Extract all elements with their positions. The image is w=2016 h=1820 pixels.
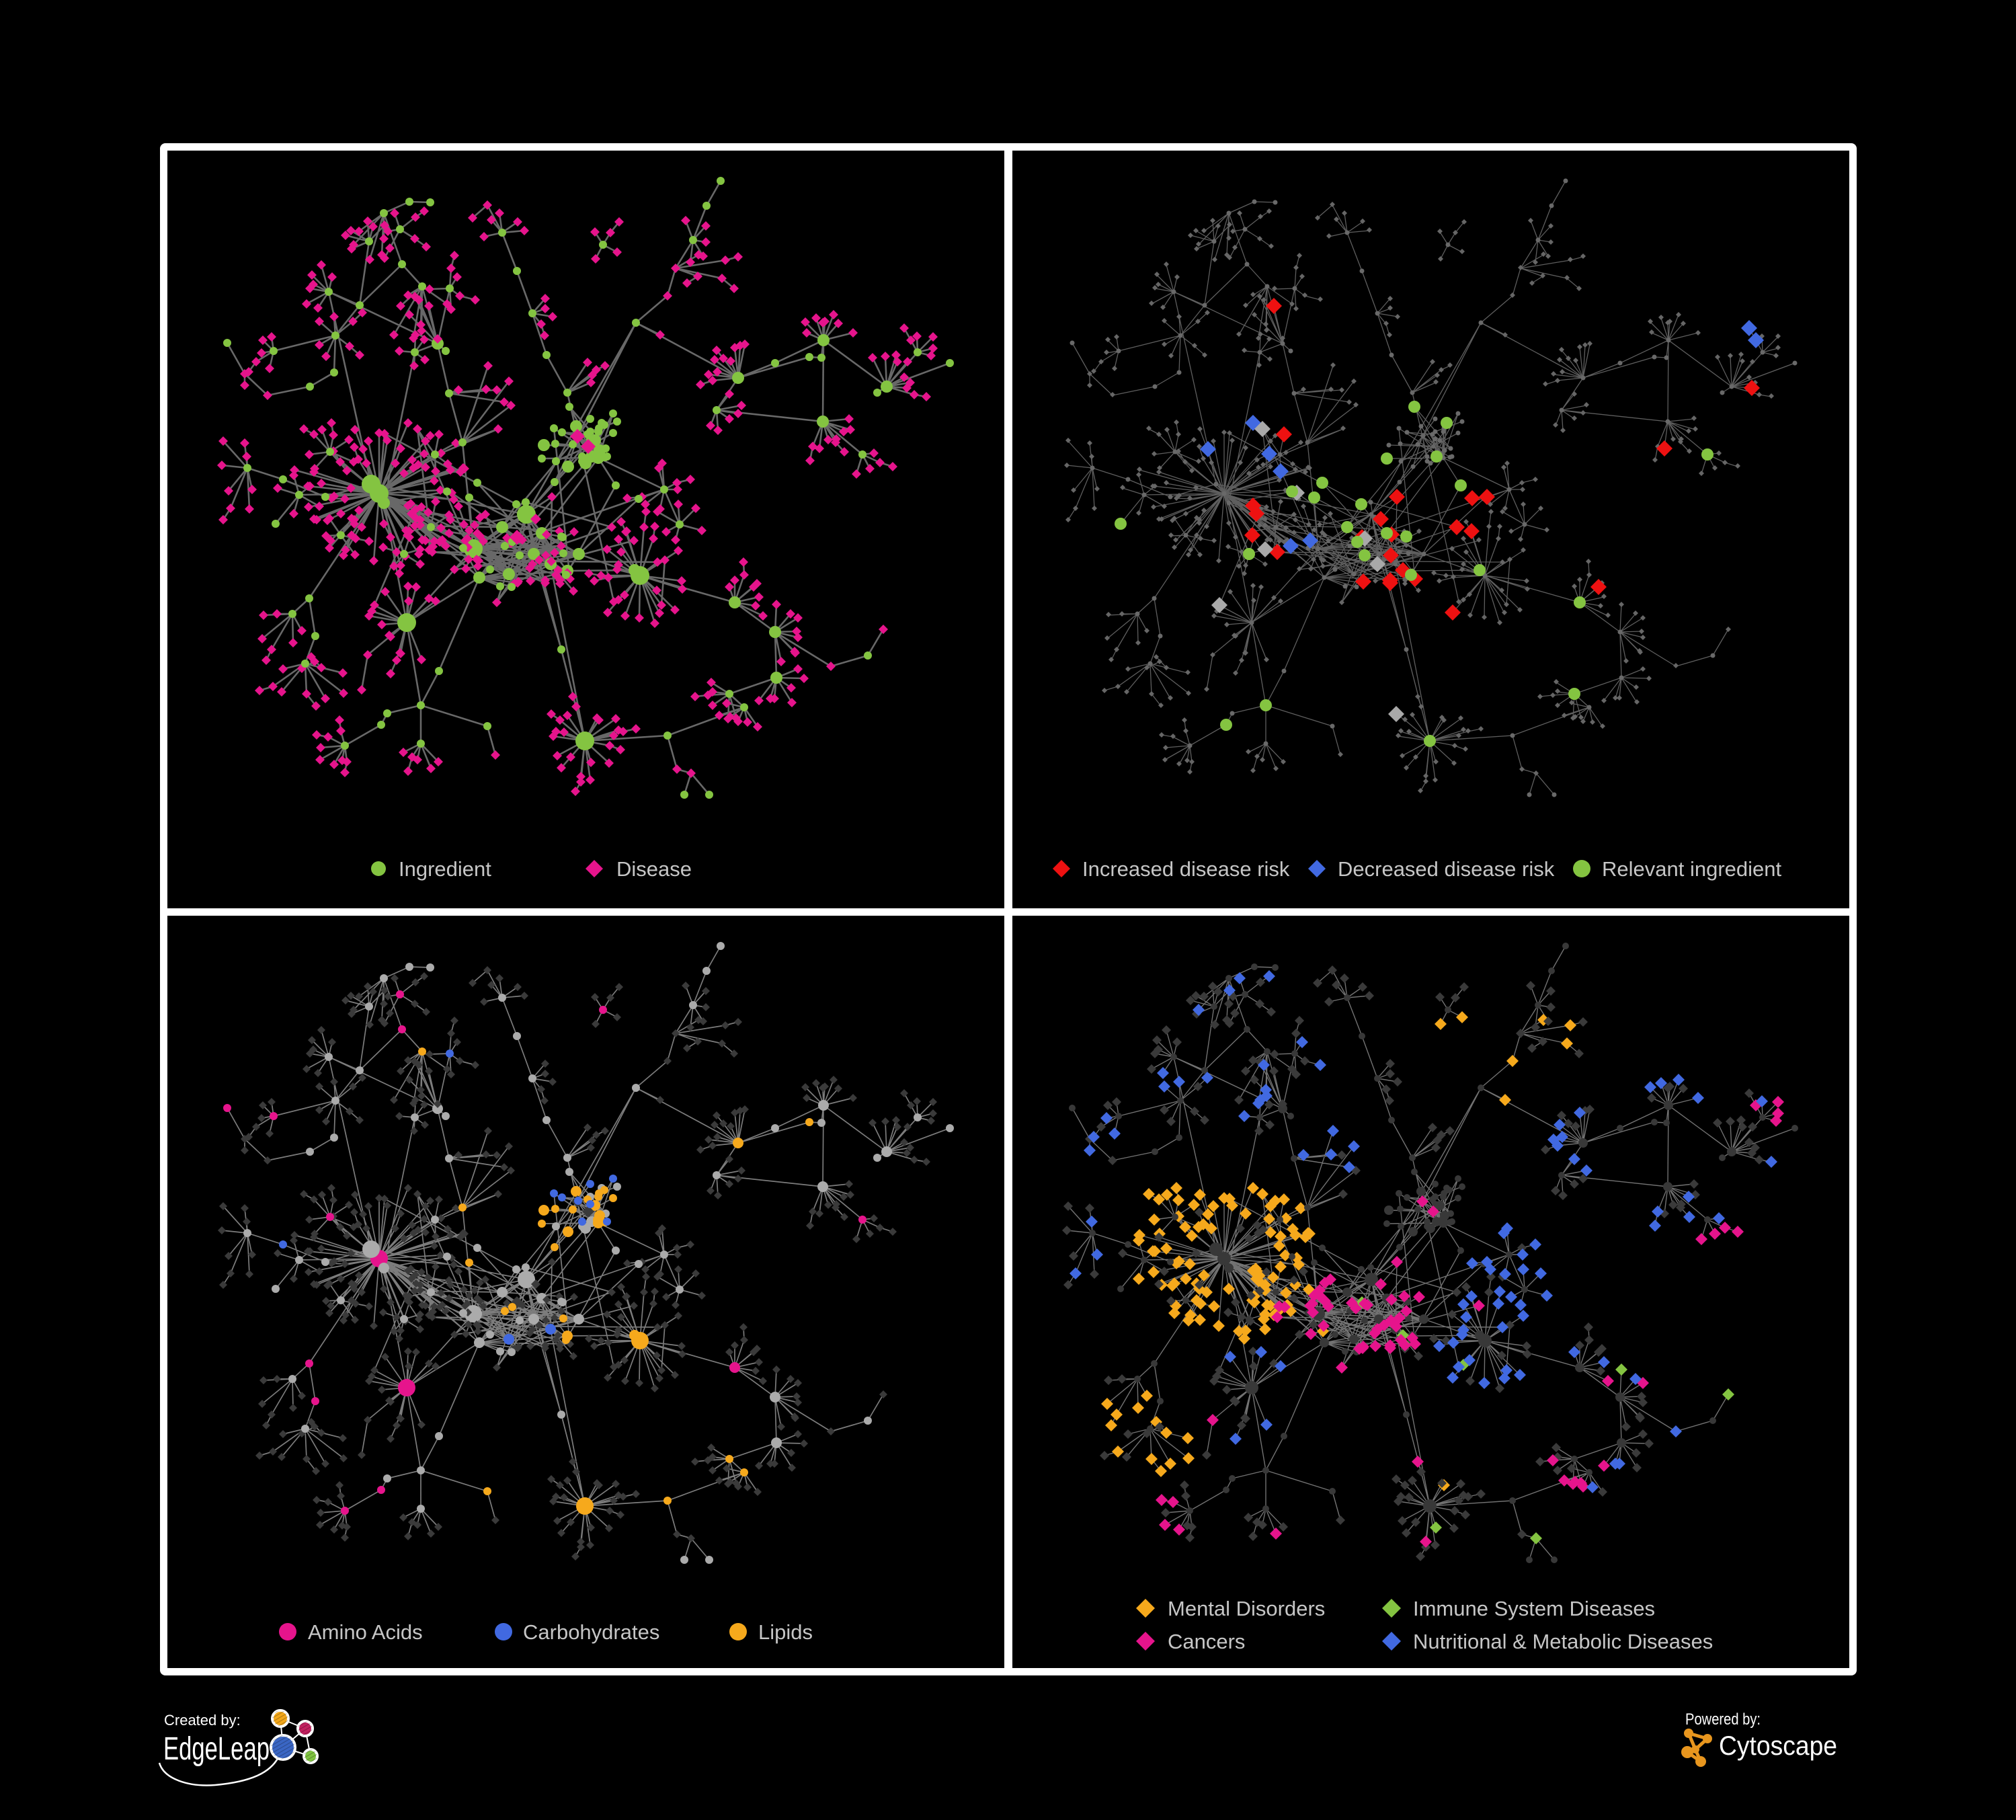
svg-text:Created by:: Created by: — [164, 1712, 241, 1729]
svg-text:Immune System Diseases: Immune System Diseases — [1413, 1597, 1655, 1620]
svg-text:Amino Acids: Amino Acids — [308, 1620, 423, 1644]
svg-text:Ingredient: Ingredient — [399, 857, 491, 881]
svg-text:Cancers: Cancers — [1168, 1630, 1245, 1653]
svg-text:Lipids: Lipids — [758, 1620, 813, 1644]
svg-text:Relevant ingredient: Relevant ingredient — [1602, 857, 1782, 881]
svg-text:Powered by:: Powered by: — [1685, 1710, 1761, 1729]
svg-text:Mental Disorders: Mental Disorders — [1168, 1597, 1325, 1620]
svg-text:EdgeLeap: EdgeLeap — [163, 1731, 270, 1767]
svg-text:Decreased disease risk: Decreased disease risk — [1338, 857, 1555, 881]
svg-text:Increased disease risk: Increased disease risk — [1082, 857, 1290, 881]
svg-text:Carbohydrates: Carbohydrates — [523, 1620, 659, 1644]
svg-text:Disease: Disease — [616, 857, 692, 881]
svg-text:Cytoscape: Cytoscape — [1719, 1731, 1837, 1761]
svg-text:Nutritional & Metabolic Diseas: Nutritional & Metabolic Diseases — [1413, 1630, 1713, 1653]
